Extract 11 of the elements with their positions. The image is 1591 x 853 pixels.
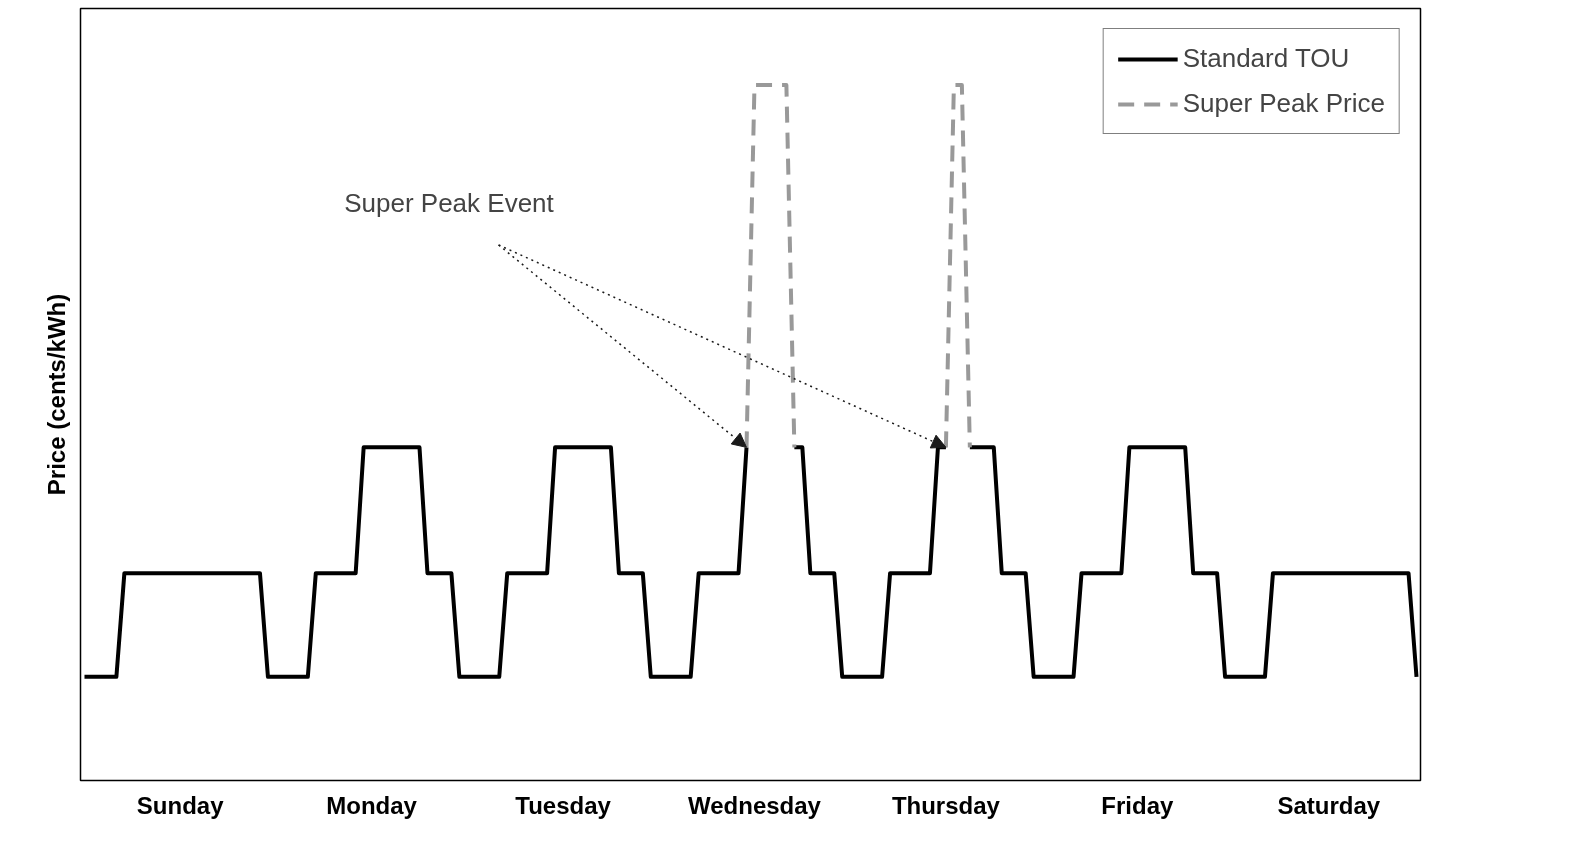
annotation: Super Peak Event [344,188,555,219]
y-axis-title: Price (cents/kWh) [42,293,70,496]
x-tick-label: Saturday [1277,791,1381,819]
legend-label: Standard TOU [1182,43,1350,74]
x-tick-label: Wednesday [688,791,822,819]
x-tick-label: Sunday [136,791,225,819]
x-tick-label: Friday [1101,791,1175,819]
x-tick-label: Tuesday [515,791,612,819]
x-tick-label: Monday [326,791,418,819]
legend-label: Super Peak Price [1182,88,1385,119]
x-tick-label: Thursday [891,791,1001,819]
